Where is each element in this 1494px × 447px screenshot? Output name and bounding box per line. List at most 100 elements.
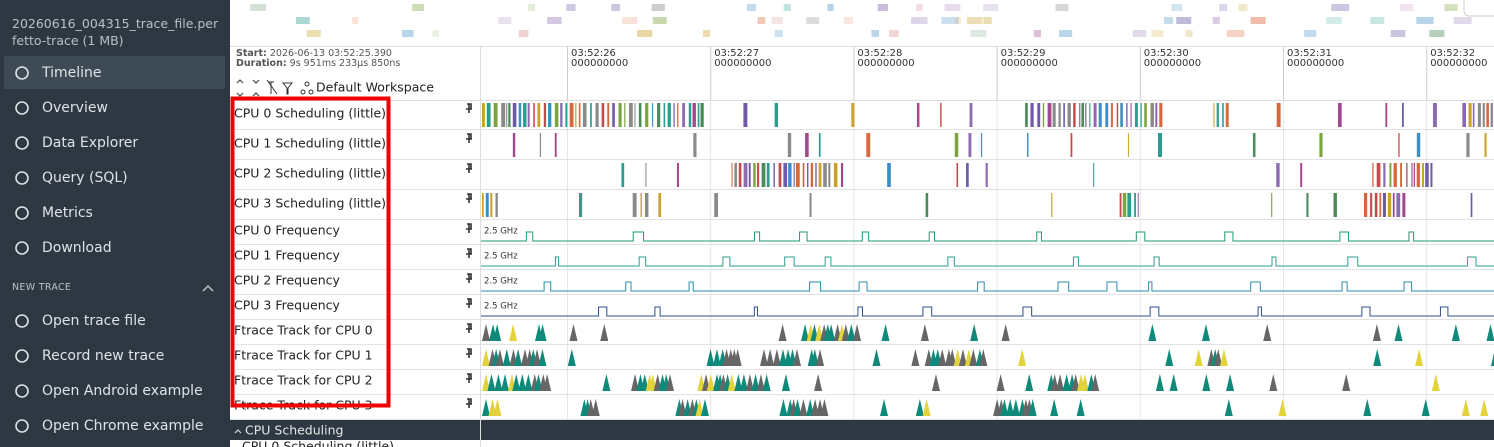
pin-icon[interactable] bbox=[466, 133, 472, 143]
group-header[interactable] bbox=[230, 420, 1494, 440]
tick-time: 03:52:31 bbox=[1287, 48, 1332, 59]
pin-icon[interactable] bbox=[466, 193, 472, 203]
track-name: Ftrace Track for CPU 2 bbox=[234, 373, 373, 388]
overview-block bbox=[250, 4, 267, 11]
ftrace-event bbox=[880, 399, 889, 416]
menu-item[interactable]: Open trace file bbox=[4, 304, 225, 337]
slice bbox=[969, 103, 973, 127]
overview-block bbox=[1132, 30, 1147, 37]
overview-block bbox=[916, 4, 923, 11]
workspace[interactable]: Default Workspace bbox=[316, 80, 434, 95]
overview-block bbox=[941, 17, 959, 24]
slice bbox=[578, 103, 581, 127]
ftrace-event bbox=[1050, 374, 1059, 391]
icon bbox=[15, 170, 29, 185]
slice bbox=[1276, 163, 1280, 187]
menu-item[interactable]: Metrics bbox=[4, 196, 225, 229]
filter-icon[interactable] bbox=[281, 82, 294, 95]
slice bbox=[1376, 163, 1381, 187]
ftrace-event bbox=[1431, 374, 1440, 391]
menu-item[interactable]: Open Chrome example bbox=[4, 409, 225, 442]
slice bbox=[818, 133, 821, 157]
pin-icon[interactable] bbox=[466, 163, 472, 173]
ftrace-event bbox=[1050, 399, 1059, 416]
overview-handle[interactable] bbox=[1463, 0, 1494, 17]
ftrace-event bbox=[727, 374, 736, 391]
ftrace-event bbox=[1342, 374, 1351, 391]
pin-icon[interactable] bbox=[466, 348, 472, 358]
slice bbox=[833, 163, 838, 187]
slice bbox=[956, 163, 959, 187]
track-name: CPU 2 Frequency bbox=[234, 273, 340, 288]
slice bbox=[828, 163, 831, 187]
menu-item[interactable]: Open Android example bbox=[4, 374, 225, 407]
slice bbox=[1363, 193, 1368, 217]
slice bbox=[677, 103, 679, 127]
menu-item[interactable]: Timeline bbox=[4, 56, 225, 89]
group-chevron[interactable] bbox=[234, 429, 242, 434]
ftrace-event bbox=[781, 374, 790, 391]
pin-icon[interactable] bbox=[466, 298, 472, 308]
menu-label: Open Android example bbox=[42, 382, 203, 399]
ftrace-event bbox=[1006, 399, 1015, 416]
pin-icon[interactable] bbox=[466, 373, 472, 383]
slice bbox=[1432, 103, 1437, 127]
slice bbox=[512, 103, 517, 127]
pin-icon[interactable] bbox=[466, 323, 472, 333]
unpin-icon[interactable] bbox=[266, 79, 278, 95]
icon bbox=[15, 100, 29, 115]
pin-icon[interactable] bbox=[466, 248, 472, 258]
ftrace-event bbox=[772, 349, 781, 366]
slice bbox=[1470, 193, 1473, 217]
track-name: CPU 3 Scheduling (little) bbox=[234, 196, 386, 211]
menu-item[interactable]: Record new trace bbox=[4, 339, 225, 372]
ftrace-event bbox=[482, 324, 490, 341]
slice bbox=[1387, 193, 1392, 217]
pin-icon[interactable] bbox=[466, 398, 472, 408]
slice bbox=[578, 193, 583, 217]
slice bbox=[818, 163, 822, 187]
tick-time: 03:52:30 bbox=[1144, 48, 1189, 59]
time-axis: 03:52:2600000000003:52:2700000000003:52:… bbox=[230, 47, 1494, 101]
ftrace-event bbox=[881, 324, 890, 341]
overview-block bbox=[412, 4, 424, 11]
slice bbox=[537, 103, 541, 127]
expand-icon[interactable] bbox=[236, 79, 244, 97]
workspace-icon[interactable] bbox=[304, 81, 310, 87]
ftrace-event bbox=[538, 349, 547, 366]
slice bbox=[512, 133, 516, 157]
ftrace-event bbox=[1415, 349, 1424, 366]
freq-label: 2.5 GHz bbox=[484, 277, 518, 287]
slice bbox=[628, 103, 633, 127]
ftrace-event bbox=[1486, 324, 1494, 341]
ftrace-event bbox=[1091, 374, 1100, 391]
slice bbox=[1405, 163, 1408, 187]
slice bbox=[621, 163, 625, 187]
pin-icon[interactable] bbox=[466, 223, 472, 233]
menu-item[interactable]: Data Explorer bbox=[4, 126, 225, 159]
slice bbox=[1338, 103, 1342, 127]
slice bbox=[1058, 103, 1061, 127]
overview-block bbox=[774, 30, 783, 37]
pin-icon[interactable] bbox=[466, 103, 472, 113]
ftrace-event bbox=[778, 349, 787, 366]
ftrace-event bbox=[1394, 324, 1403, 341]
menu-item[interactable]: Overview bbox=[4, 91, 225, 124]
collapse-icon[interactable] bbox=[202, 283, 214, 293]
ftrace-event bbox=[827, 324, 836, 341]
slice bbox=[1105, 103, 1109, 127]
overview-block bbox=[1416, 17, 1434, 24]
pin-icon[interactable] bbox=[466, 273, 472, 283]
menu-label: Timeline bbox=[42, 64, 102, 81]
menu-item[interactable]: Download bbox=[4, 231, 225, 264]
collapse-all-icon[interactable] bbox=[252, 79, 260, 97]
menu-item[interactable]: Query (SQL) bbox=[4, 161, 225, 194]
slice bbox=[761, 163, 766, 187]
slice bbox=[1052, 103, 1056, 127]
slice bbox=[1067, 103, 1071, 127]
workspace-icon bbox=[300, 89, 306, 95]
slice bbox=[495, 193, 498, 217]
overview-block bbox=[1238, 4, 1248, 11]
tick-ns: 000000000 bbox=[571, 58, 628, 69]
